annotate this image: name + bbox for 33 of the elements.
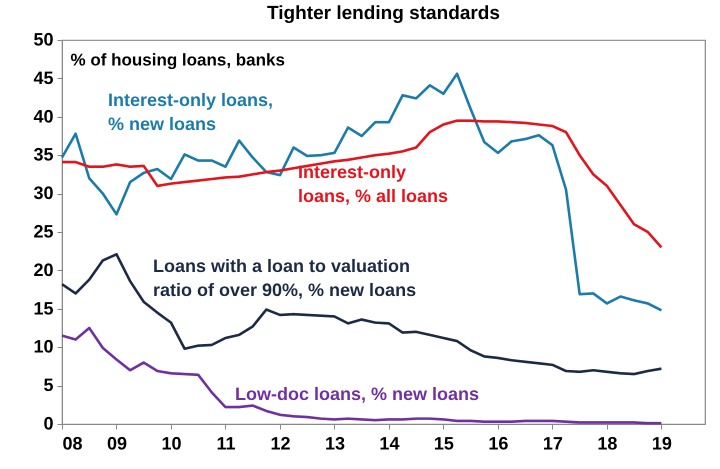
x-tick-label: 08: [62, 434, 83, 454]
y-tick-label: 35: [33, 144, 54, 165]
line-series: [60, 72, 663, 312]
line-series: [60, 119, 663, 249]
x-tick-label: 13: [324, 434, 345, 454]
y-tick-label: 45: [33, 68, 54, 88]
y-tick-label: 10: [33, 336, 54, 357]
line-series: [60, 252, 663, 376]
y-tick-label: 30: [33, 183, 54, 204]
series-label: Low-doc loans, % new loans: [235, 384, 480, 404]
x-tick-label: 18: [597, 434, 618, 454]
y-tick-label: 5: [43, 375, 54, 396]
x-tick-label: 12: [270, 434, 290, 454]
line-series: [60, 326, 663, 425]
x-tick-label: 16: [488, 434, 508, 454]
x-tick-label: 19: [652, 434, 672, 454]
x-tick-label: 17: [542, 434, 563, 454]
y-tick-label: 50: [33, 30, 54, 50]
y-tick-label: 15: [33, 298, 54, 318]
y-tick-label: 0: [43, 414, 54, 434]
y-tick-label: 25: [33, 222, 54, 242]
chart-title: Tighter lending standards: [267, 3, 500, 24]
series-label: Interest-only loans, % new loans: [108, 90, 274, 134]
y-tick-label: 20: [33, 260, 54, 280]
series-label: Interest-only loans, % all loans: [298, 162, 448, 206]
series-label: Loans with a loan to valuation ratio of over 90%, % new loans: [153, 256, 416, 300]
x-tick-label: 15: [434, 434, 454, 454]
x-tick-label: 11: [216, 434, 236, 454]
x-tick-label: 09: [106, 434, 128, 454]
x-tick-label: 10: [161, 434, 182, 454]
y-tick-label: 40: [33, 106, 54, 126]
y-axis-title: % of housing loans, banks: [70, 50, 285, 70]
x-tick-label: 14: [379, 434, 400, 454]
